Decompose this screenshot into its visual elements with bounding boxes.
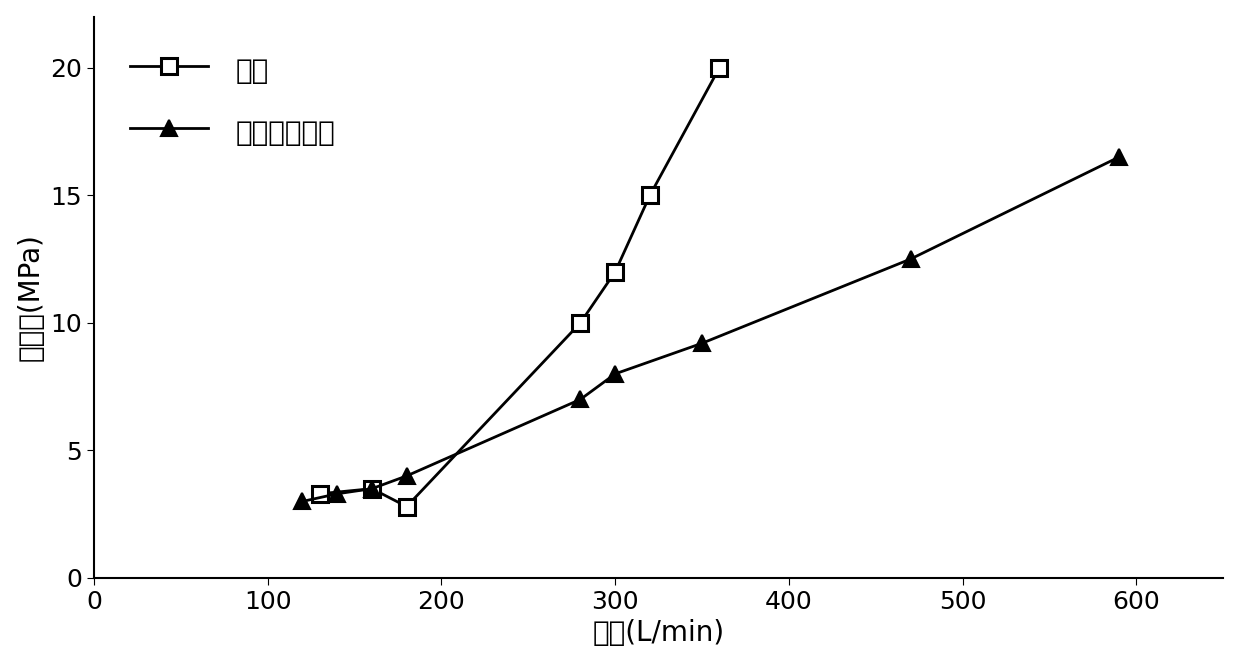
Line: 清水: 清水: [312, 60, 727, 514]
滑溜水压裂液: [399, 472, 414, 480]
清水: [642, 191, 657, 199]
清水: [399, 503, 414, 511]
滑溜水压裂液: [903, 255, 918, 263]
滑溜水压裂液: [295, 497, 310, 505]
清水: [608, 268, 622, 276]
清水: [573, 319, 588, 327]
滑溜水压裂液: [608, 370, 622, 378]
Legend: 清水, 滑溜水压裂液: 清水, 滑溜水压裂液: [108, 31, 357, 171]
滑溜水压裂液: [573, 395, 588, 403]
滑溜水压裂液: [1111, 153, 1126, 161]
滑溜水压裂液: [694, 339, 709, 347]
Line: 滑溜水压裂液: 滑溜水压裂液: [295, 149, 1127, 509]
X-axis label: 排量(L/min): 排量(L/min): [593, 620, 724, 647]
Y-axis label: 压力降(MPa): 压力降(MPa): [16, 233, 45, 361]
清水: [312, 490, 327, 498]
清水: [712, 64, 727, 72]
滑溜水压裂液: [365, 485, 379, 493]
清水: [365, 485, 379, 493]
滑溜水压裂液: [330, 490, 345, 498]
